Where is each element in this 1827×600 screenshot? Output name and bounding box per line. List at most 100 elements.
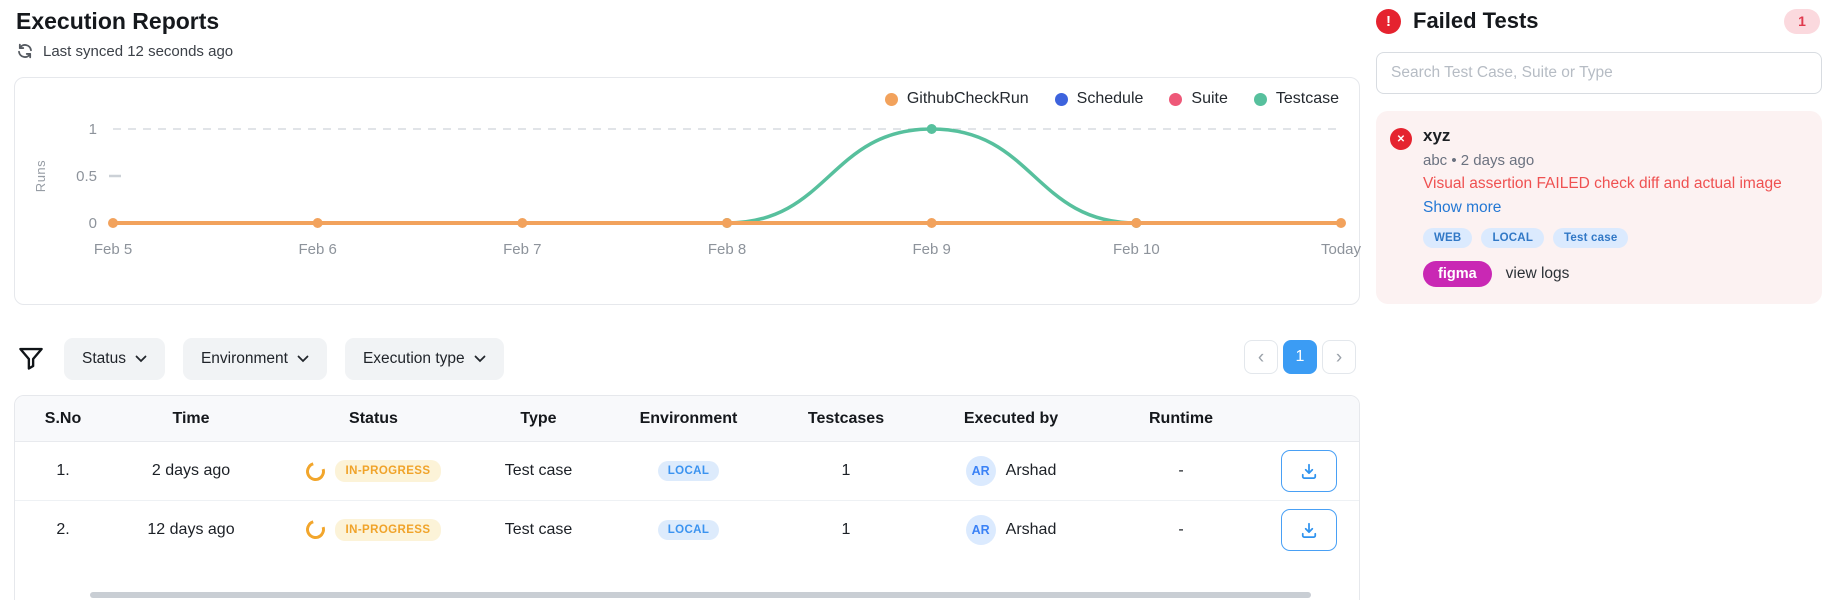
cell-testcases: 1 [841, 462, 851, 479]
legend-item-testcase[interactable]: Testcase [1253, 90, 1339, 108]
chevron-down-icon [135, 355, 147, 363]
page-title: Execution Reports [16, 8, 220, 34]
avatar: AR [965, 456, 996, 486]
failed-x-icon: ✕ [1390, 128, 1412, 150]
svg-text:Runs: Runs [33, 160, 48, 192]
pagination-next-button[interactable]: › [1322, 340, 1356, 374]
table-header-row: S.No Time Status Type Environment Testca… [15, 396, 1359, 442]
status-filter-label: Status [82, 350, 126, 367]
pagination-prev-button[interactable]: ‹ [1244, 340, 1278, 374]
status-badge: IN-PROGRESS [334, 460, 442, 482]
table-row[interactable]: 1. 2 days ago IN-PROGRESS Test case LOCA… [15, 442, 1359, 500]
cell-testcases: 1 [841, 520, 851, 538]
cell-status: IN-PROGRESS [271, 516, 476, 543]
legend-item-githubcheckrun[interactable]: GithubCheckRun [884, 90, 1029, 108]
chevron-down-icon [297, 355, 309, 363]
execution-type-filter-dropdown[interactable]: Execution type [344, 338, 504, 380]
legend-item-suite[interactable]: Suite [1169, 90, 1228, 108]
download-report-button[interactable] [1280, 508, 1337, 551]
environment-filter-dropdown[interactable]: Environment [182, 338, 327, 380]
cell-executed-by: AR Arshad [916, 456, 1106, 486]
cell-executed-by: AR Arshad [916, 514, 1106, 545]
horizontal-scrollbar[interactable] [90, 592, 1311, 598]
svg-text:Feb 6: Feb 6 [298, 241, 336, 258]
download-report-button[interactable] [1280, 450, 1337, 492]
chart-legend: GithubCheckRun Schedule Suite Testcase [884, 90, 1339, 108]
download-icon [1299, 520, 1319, 540]
pagination: ‹ 1 › [1244, 340, 1356, 374]
filter-row: Status Environment Execution type [16, 336, 504, 382]
cell-time: 12 days ago [147, 520, 235, 538]
failed-test-name: xyz [1423, 126, 1451, 145]
cell-sno: 1. [56, 462, 70, 479]
cell-type: Test case [504, 462, 573, 479]
col-testcases: Testcases [807, 409, 885, 427]
failed-test-error: Visual assertion FAILED check diff and a… [1423, 175, 1782, 192]
execution-type-filter-label: Execution type [362, 350, 465, 367]
status-badge: IN-PROGRESS [334, 518, 442, 541]
view-logs-link[interactable]: view logs [1505, 265, 1570, 282]
cell-type: Test case [504, 520, 573, 538]
in-progress-spinner-icon [302, 458, 328, 484]
status-filter-dropdown[interactable]: Status [64, 338, 165, 380]
cell-status: IN-PROGRESS [271, 458, 476, 484]
failed-test-card[interactable]: ✕ xyz abc • 2 days ago Visual assertion … [1376, 111, 1822, 304]
legend-label: GithubCheckRun [906, 90, 1029, 107]
legend-dot-testcase-icon [1253, 92, 1267, 106]
runs-line-chart: 1 0.5 0 Runs Feb 5 Feb 6 Feb 7 Feb 8 Feb 9 Feb 10… [33, 121, 1361, 258]
legend-dot-schedule-icon [1054, 92, 1068, 106]
show-more-link[interactable]: Show more [1423, 199, 1502, 216]
pagination-page-1-button[interactable]: 1 [1283, 340, 1317, 374]
download-icon [1299, 461, 1319, 481]
failed-test-meta: abc • 2 days ago [1423, 152, 1535, 169]
col-sno: S.No [44, 409, 82, 427]
failed-tests-sidebar: ! Failed Tests 1 ✕ xyz abc • 2 days ago … [1376, 0, 1824, 600]
col-time: Time [172, 409, 210, 427]
col-executed-by: Executed by [963, 409, 1059, 427]
failed-test-content: xyz abc • 2 days ago Visual assertion FA… [1423, 126, 1782, 287]
chevron-down-icon [474, 355, 486, 363]
cell-environment: LOCAL [601, 461, 776, 481]
legend-dot-githubcheckrun-icon [884, 92, 898, 106]
cell-time: 2 days ago [151, 462, 231, 479]
in-progress-spinner-icon [302, 516, 328, 543]
environment-filter-label: Environment [200, 350, 288, 367]
svg-text:Feb 7: Feb 7 [503, 241, 541, 258]
col-environment: Environment [639, 409, 738, 427]
col-type: Type [520, 409, 557, 427]
funnel-icon [16, 344, 46, 374]
execution-reports-table: S.No Time Status Type Environment Testca… [14, 395, 1360, 600]
failed-tests-count-badge: 1 [1784, 8, 1820, 34]
legend-label: Testcase [1275, 90, 1339, 107]
svg-text:Today: Today [1321, 241, 1361, 258]
environment-badge: LOCAL [657, 519, 720, 540]
executed-by-name: Arshad [1005, 520, 1057, 538]
svg-text:0.5: 0.5 [76, 168, 97, 185]
avatar: AR [965, 514, 996, 545]
tag-web: WEB [1423, 228, 1473, 248]
executed-by-name: Arshad [1005, 462, 1057, 479]
legend-item-schedule[interactable]: Schedule [1054, 90, 1143, 108]
last-synced-text: Last synced 12 seconds ago [43, 42, 234, 60]
failed-tests-search-input[interactable] [1376, 52, 1822, 94]
failed-test-actions: figma view logs [1423, 261, 1782, 287]
table-row[interactable]: 2. 12 days ago IN-PROGRESS Test case LOC… [15, 500, 1359, 558]
runs-chart-card: GithubCheckRun Schedule Suite Testcase 1… [14, 77, 1361, 305]
col-runtime: Runtime [1149, 409, 1213, 427]
failed-tests-header: ! Failed Tests 1 [1376, 8, 1824, 34]
cell-actions [1256, 508, 1359, 551]
legend-dot-suite-icon [1169, 92, 1183, 106]
refresh-icon[interactable] [16, 42, 34, 60]
col-status: Status [349, 409, 398, 427]
svg-text:0: 0 [89, 215, 97, 232]
filter-funnel-button[interactable] [16, 344, 46, 374]
tag-local: LOCAL [1481, 228, 1545, 248]
environment-badge: LOCAL [657, 461, 720, 481]
cell-runtime: - [1178, 520, 1184, 538]
figma-integration-button[interactable]: figma [1423, 261, 1492, 287]
cell-sno: 2. [56, 520, 70, 538]
svg-text:Feb 10: Feb 10 [1113, 241, 1160, 258]
cell-runtime: - [1178, 462, 1184, 479]
svg-text:Feb 5: Feb 5 [94, 241, 132, 258]
